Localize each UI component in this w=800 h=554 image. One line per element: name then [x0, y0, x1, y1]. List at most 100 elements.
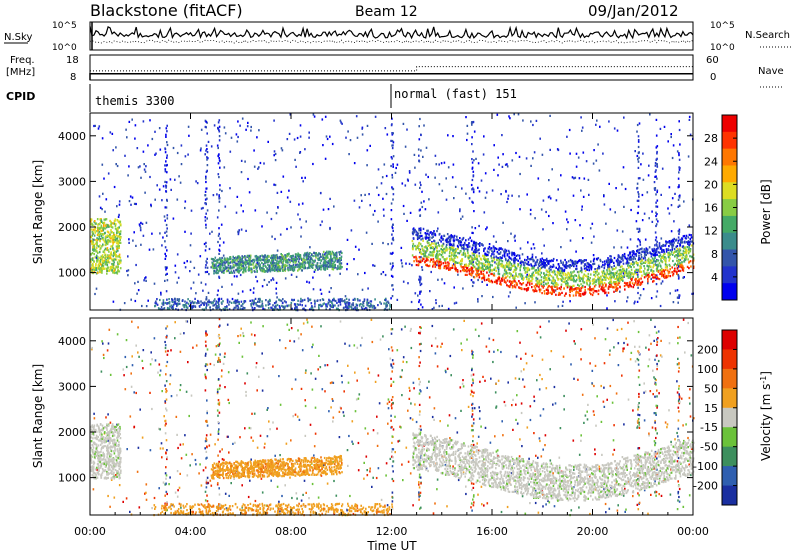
power-speckle	[431, 308, 434, 311]
power-feature-3	[616, 287, 619, 290]
power-feature-2	[295, 307, 297, 310]
power-feature-1	[242, 261, 244, 264]
power-feature-2	[290, 301, 293, 304]
power-streak-6	[637, 291, 639, 295]
power-streak-4	[418, 299, 421, 302]
power-feature-3	[664, 256, 666, 259]
power-speckle	[109, 131, 112, 134]
power-speckle	[502, 221, 504, 224]
power-feature-0	[100, 218, 102, 221]
power-feature-3	[578, 277, 581, 280]
power-speckle	[129, 195, 132, 198]
power-feature-3	[644, 250, 646, 253]
power-feature-1	[233, 269, 235, 272]
power-streak-7	[655, 295, 658, 298]
power-feature-2	[282, 305, 285, 308]
power-speckle	[211, 230, 213, 233]
power-feature-2	[203, 301, 206, 304]
power-streak-8	[677, 186, 680, 189]
power-speckle	[608, 182, 610, 185]
power-speckle	[236, 140, 239, 143]
power-feature-3	[433, 242, 435, 245]
power-feature-3	[543, 261, 545, 264]
power-feature-3	[415, 230, 417, 233]
power-feature-2	[261, 300, 263, 303]
power-feature-3	[641, 258, 644, 262]
power-feature-3	[456, 256, 459, 259]
power-feature-0	[102, 229, 105, 232]
power-feature-1	[336, 260, 339, 263]
power-speckle	[237, 233, 240, 236]
power-feature-3	[652, 266, 654, 269]
power-feature-1	[272, 258, 275, 261]
power-feature-3	[438, 260, 441, 264]
power-feature-1	[213, 267, 216, 270]
power-speckle	[667, 207, 669, 210]
power-feature-1	[272, 263, 274, 266]
power-feature-3	[532, 267, 534, 270]
power-streak-0	[166, 217, 169, 220]
power-feature-0	[106, 239, 109, 242]
power-feature-3	[535, 261, 537, 264]
power-feature-3	[427, 244, 430, 247]
nsearch-label: N.Search	[745, 30, 790, 41]
power-feature-3	[492, 251, 494, 254]
power-feature-2	[201, 301, 204, 305]
power-feature-3	[616, 282, 618, 285]
power-streak-6	[638, 239, 641, 242]
power-speckle	[258, 166, 260, 169]
power-streak-5	[472, 170, 475, 173]
power-streak-7	[656, 152, 658, 155]
power-feature-3	[601, 272, 604, 275]
power-speckle	[312, 113, 315, 116]
power-feature-3	[546, 283, 548, 286]
power-feature-3	[506, 284, 508, 287]
power-feature-3	[446, 247, 448, 250]
power-feature-1	[272, 260, 274, 263]
power-streak-0	[166, 272, 168, 275]
power-feature-1	[242, 259, 244, 263]
power-streak-0	[165, 206, 168, 209]
power-feature-1	[229, 257, 232, 260]
power-feature-3	[581, 271, 583, 274]
power-feature-3	[592, 291, 595, 294]
power-streak-3	[390, 139, 392, 142]
power-feature-3	[518, 280, 520, 283]
power-speckle	[187, 153, 189, 156]
power-feature-1	[266, 259, 269, 262]
power-feature-3	[610, 260, 612, 263]
power-feature-3	[445, 245, 447, 248]
power-feature-3	[541, 265, 544, 269]
nsky-panel-frame	[89, 21, 694, 51]
nsky-line	[89, 25, 694, 40]
power-feature-3	[442, 250, 445, 253]
power-feature-2	[251, 299, 253, 302]
power-streak-0	[165, 184, 167, 187]
power-streak-5	[471, 161, 474, 164]
power-feature-0	[101, 233, 103, 236]
power-speckle	[180, 163, 183, 166]
power-feature-1	[221, 256, 223, 260]
power-speckle	[144, 170, 147, 173]
power-speckle	[466, 132, 469, 135]
power-speckle	[626, 246, 629, 249]
power-feature-3	[655, 243, 658, 246]
power-speckle	[247, 177, 249, 181]
power-feature-1	[284, 269, 286, 272]
power-feature-3	[601, 274, 604, 277]
power-feature-3	[451, 244, 453, 248]
power-speckle	[603, 195, 605, 198]
power-feature-2	[243, 307, 246, 310]
power-speckle	[200, 128, 203, 131]
power-streak-5	[471, 167, 474, 170]
power-speckle	[170, 188, 172, 191]
power-feature-0	[107, 266, 109, 269]
power-feature-0	[101, 262, 104, 265]
power-feature-0	[97, 227, 100, 231]
power-streak-5	[473, 210, 475, 213]
power-feature-2	[162, 299, 165, 302]
power-feature-3	[510, 280, 513, 283]
power-feature-0	[112, 267, 115, 270]
power-feature-1	[229, 256, 231, 259]
power-feature-3	[641, 274, 643, 277]
